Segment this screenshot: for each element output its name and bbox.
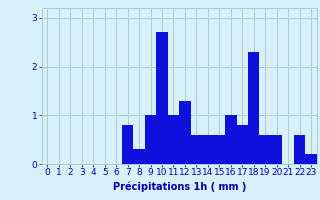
Bar	[305, 154, 317, 164]
Bar	[191, 135, 202, 164]
Bar	[260, 135, 271, 164]
Bar	[236, 125, 248, 164]
Bar	[294, 135, 305, 164]
Bar	[168, 115, 179, 164]
Bar	[202, 135, 214, 164]
Bar	[156, 32, 168, 164]
Bar	[122, 125, 133, 164]
Bar	[145, 115, 156, 164]
Bar	[179, 101, 191, 164]
X-axis label: Précipitations 1h ( mm ): Précipitations 1h ( mm )	[113, 181, 246, 192]
Bar	[133, 149, 145, 164]
Bar	[214, 135, 225, 164]
Bar	[248, 52, 260, 164]
Bar	[271, 135, 282, 164]
Bar	[225, 115, 236, 164]
